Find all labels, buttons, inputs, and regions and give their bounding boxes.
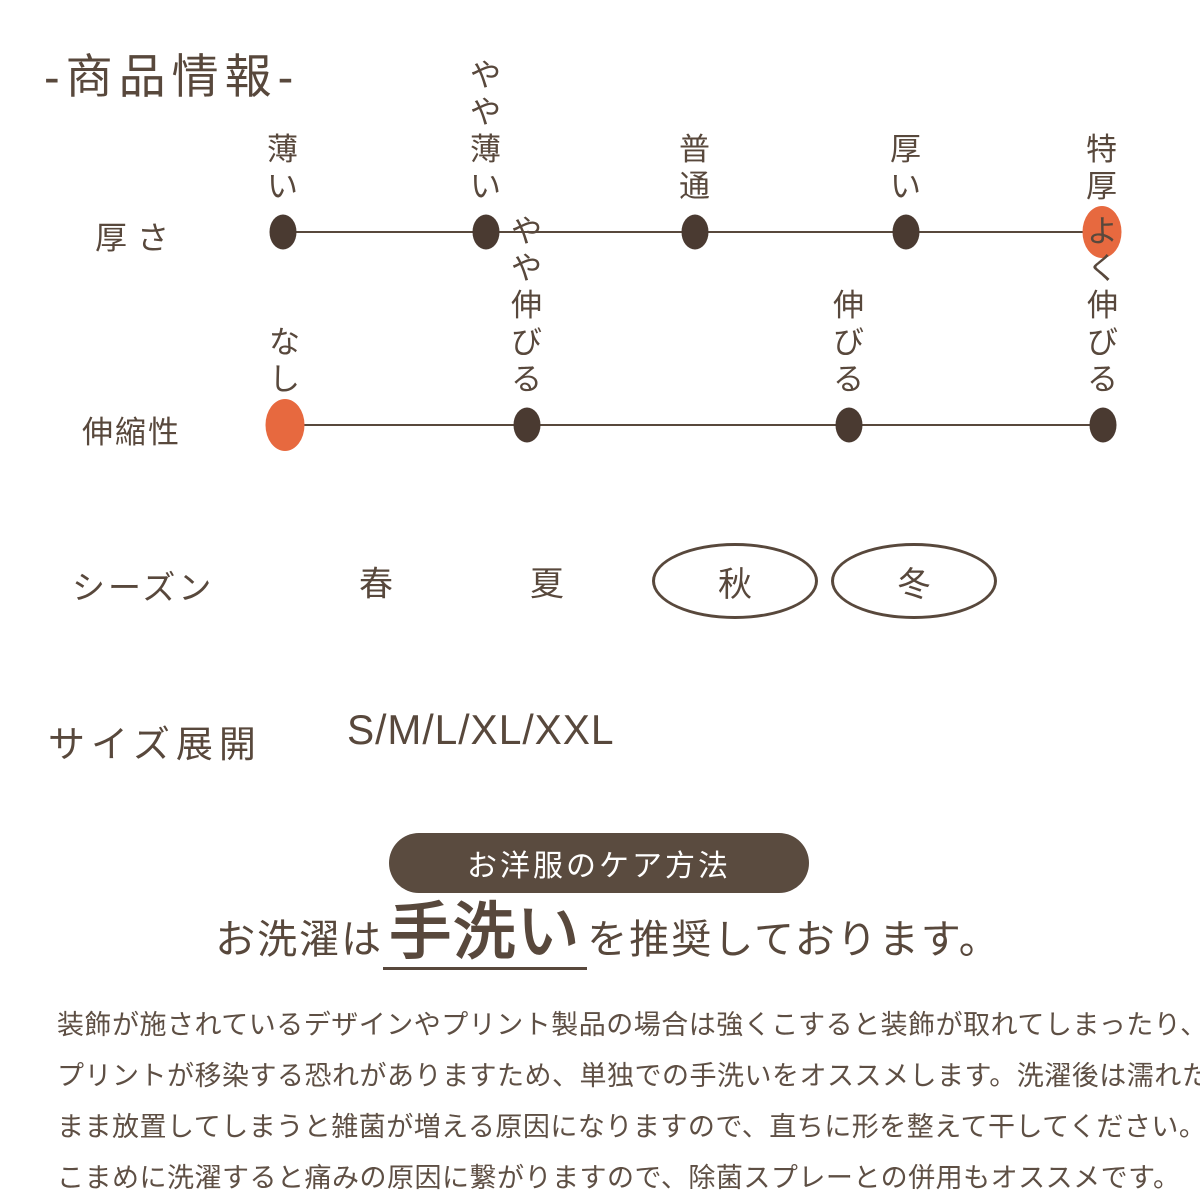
care-body-line: こまめに洗濯すると痛みの原因に繋がりますので、除菌スプレーとの併用もオススメです…: [57, 1163, 1181, 1193]
care-body-line: まま放置してしまうと雑菌が増える原因になりますので、直ちに形を整えて干してくださ…: [57, 1112, 1200, 1142]
stretch-row-label: 伸縮性: [82, 415, 181, 450]
size-range-value: S/M/L/XL/XXL: [347, 706, 615, 753]
stretch-dot: [1089, 407, 1117, 443]
thickness-dot: [681, 214, 709, 250]
thickness-dot: [472, 214, 500, 250]
season-row-label: シーズン: [72, 569, 215, 606]
thickness-row-label: 厚さ: [95, 220, 180, 256]
stretch-line: [285, 424, 1103, 426]
care-method-header-pill: お洋服のケア方法: [389, 833, 809, 893]
season-item-label: 冬: [897, 565, 931, 604]
thickness-option-label: やや薄い: [470, 58, 502, 204]
care-headline: お洗濯は手洗い を推奨しております。: [0, 901, 1200, 985]
care-headline-prefix: お洗濯は: [215, 918, 384, 962]
stretch-option-label: よく 伸びる: [1087, 214, 1119, 397]
thickness-option-label: 特厚: [1086, 132, 1118, 204]
stretch-dot: [513, 407, 541, 443]
season-item-label: 春: [359, 565, 393, 604]
thickness-option-label: 薄い: [267, 132, 299, 204]
season-selected-circle: 秋: [652, 543, 818, 619]
thickness-dot: [892, 214, 920, 250]
season-item-label: 夏: [530, 565, 564, 604]
thickness-option-label: 厚い: [890, 132, 922, 204]
care-headline-suffix: を推奨しております。: [587, 918, 1001, 962]
care-body-text: 装飾が施されているデザインやプリント製品の場合は強くこすると装飾が取れてしまった…: [57, 1000, 1200, 1200]
stretch-option-label: なし: [269, 325, 301, 397]
care-body-line: 装飾が施されているデザインやプリント製品の場合は強くこすると装飾が取れてしまった…: [57, 1010, 1200, 1040]
thickness-dot-selected: [1082, 206, 1122, 258]
care-body-line: プリントが移染する恐れがありますため、単独での手洗いをオススメします。洗濯後は濡…: [57, 1061, 1200, 1091]
care-method-header-label: お洋服のケア方法: [467, 850, 731, 883]
stretch-option-label: 伸びる: [833, 288, 865, 397]
season-item-label: 秋: [718, 565, 752, 604]
page-title: -商品情報-: [44, 50, 300, 103]
size-row-label: サイズ展開: [48, 724, 262, 765]
stretch-option-label: やや 伸びる: [511, 214, 543, 397]
stretch-dot: [835, 407, 863, 443]
thickness-option-label: 普通: [679, 132, 711, 204]
season-selected-circle: 冬: [831, 543, 997, 619]
stretch-dot-selected: [265, 399, 305, 451]
care-headline-highlight: 手洗い: [383, 901, 588, 970]
thickness-dot: [269, 214, 297, 250]
